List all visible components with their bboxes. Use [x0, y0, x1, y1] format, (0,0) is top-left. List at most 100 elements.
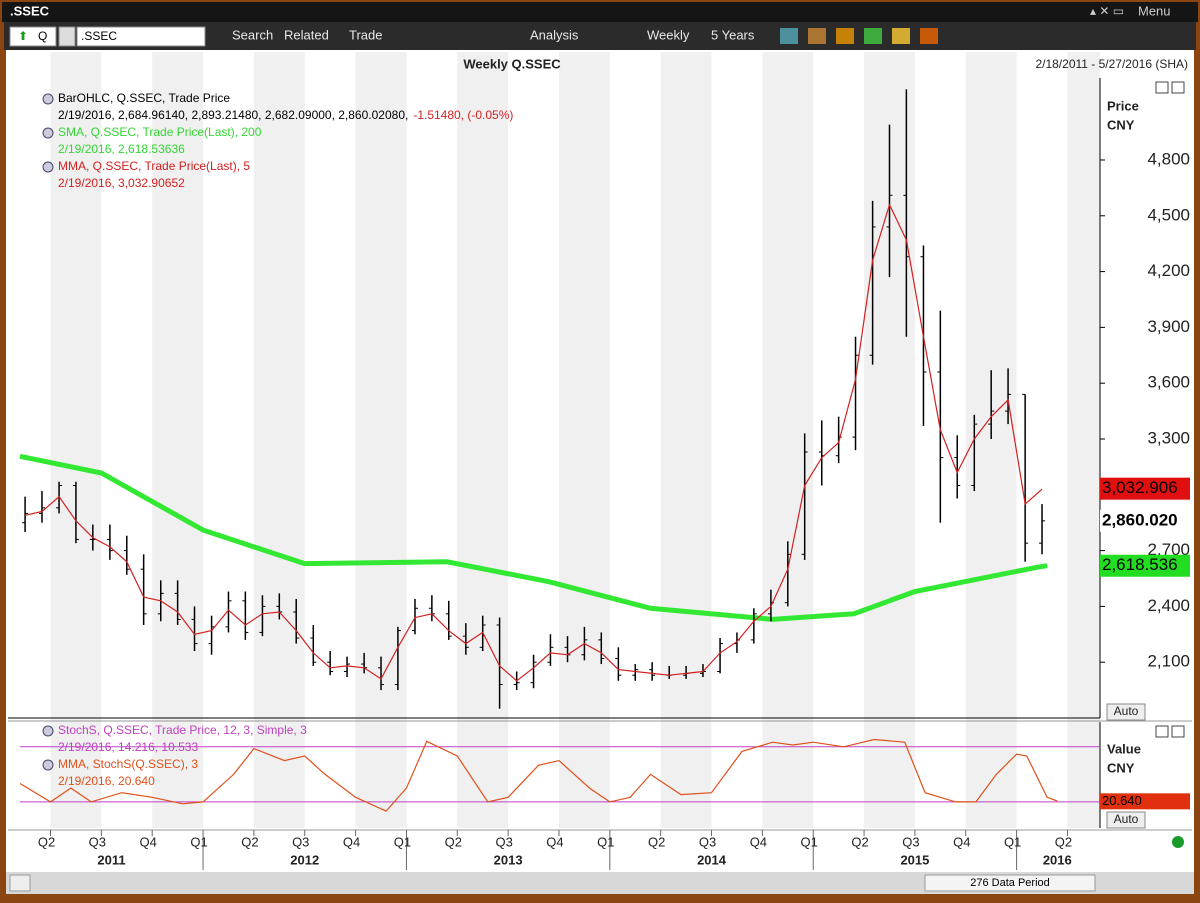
legend-clock	[42, 759, 54, 771]
x-tick-label: Q1	[190, 834, 207, 849]
y-tick-label: 4,800	[1147, 149, 1190, 168]
legend-text: -1.51480, (-0.05%)	[413, 108, 513, 122]
legend-text: 2/19/2016, 3,032.90652	[58, 176, 185, 190]
panel-icon[interactable]	[1155, 725, 1169, 738]
toolbar-icon[interactable]	[892, 28, 910, 44]
quarter-band	[1067, 52, 1100, 828]
legend-text: SMA, Q.SSEC, Trade Price(Last), 200	[58, 125, 262, 139]
legend-clock	[42, 127, 54, 139]
symbol-input[interactable]	[76, 26, 206, 47]
x-tick-label: Q1	[801, 834, 818, 849]
toolbar-icon[interactable]	[780, 28, 798, 44]
toolbar-icon[interactable]	[808, 28, 826, 44]
last-value-label: 3,032.906	[1102, 478, 1178, 497]
quarter-band	[355, 52, 407, 828]
quarter-band	[457, 52, 509, 828]
status-dot	[1172, 836, 1184, 848]
quarter-band	[660, 52, 712, 828]
year-label: 2013	[494, 852, 523, 867]
data-period: 276 Data Period	[970, 877, 1050, 889]
mma-line	[24, 202, 1043, 682]
menu-button[interactable]: Menu	[1138, 3, 1171, 18]
quarter-band	[50, 52, 102, 828]
y-axis-label: CNY	[1107, 117, 1135, 132]
year-label: 2012	[290, 852, 319, 867]
last-value-box	[1100, 793, 1190, 810]
legend-text: 2/19/2016, 2,618.53636	[58, 142, 185, 156]
toolbar-button[interactable]: Related	[284, 27, 329, 42]
stoch-line	[19, 738, 1058, 812]
x-tick-label: Q1	[1004, 834, 1021, 849]
date-range: 2/18/2011 - 5/27/2016 (SHA)	[1035, 57, 1188, 71]
x-tick-label: Q4	[140, 834, 157, 849]
y-tick-label: 2,700	[1147, 540, 1190, 559]
toolbar-icon[interactable]	[864, 28, 882, 44]
x-tick-label: Q2	[241, 834, 258, 849]
quarter-band	[558, 52, 610, 828]
legend-text: MMA, Q.SSEC, Trade Price(Last), 5	[58, 159, 250, 173]
toolbar-button[interactable]: Weekly	[647, 27, 690, 42]
y-axis-label: CNY	[1107, 760, 1135, 775]
y-tick-label: 4,500	[1147, 205, 1190, 224]
legend-clock	[42, 725, 54, 737]
last-value-label: 2,618.536	[1102, 555, 1178, 574]
toolbar-button[interactable]: Search	[232, 27, 273, 42]
y-tick-label: 3,900	[1147, 317, 1190, 336]
scroll-thumb[interactable]	[924, 874, 1096, 892]
x-tick-label: Q1	[597, 834, 614, 849]
symbol-prefix: Q	[38, 29, 47, 43]
y-tick-label: 3,300	[1147, 428, 1190, 447]
y-tick-label: 2,400	[1147, 596, 1190, 615]
quarter-band	[253, 52, 305, 828]
scrollbar[interactable]	[6, 872, 1194, 894]
last-value-label: 20.640	[1102, 793, 1142, 808]
sma-line	[19, 453, 1048, 622]
year-label: 2016	[1043, 852, 1072, 867]
legend-text: StochS, Q.SSEC, Trade Price, 12, 3, Simp…	[58, 723, 307, 737]
symbol-prefix-box[interactable]	[9, 26, 57, 47]
panel-icon[interactable]	[1171, 81, 1185, 94]
plot: Weekly Q.SSEC 2/18/2011 - 5/27/2016 (SHA)…	[8, 56, 1192, 870]
x-tick-label: Q4	[953, 834, 970, 849]
year-label: 2011	[97, 852, 125, 867]
last-value-box	[1100, 554, 1190, 577]
x-tick-label: Q3	[292, 834, 309, 849]
y-tick-label: 4,200	[1147, 261, 1190, 280]
x-tick-label: Q2	[445, 834, 462, 849]
last-value-box	[1100, 509, 1190, 532]
scroll-start[interactable]	[9, 874, 31, 892]
toolbar-icon[interactable]	[836, 28, 854, 44]
y-tick-label: 2,100	[1147, 652, 1190, 671]
x-tick-label: Q2	[38, 834, 55, 849]
toolbar-button[interactable]: 5 Years	[711, 27, 755, 42]
toolbar-buttons: Search Related Trade Analysis Weekly 5 Years	[232, 27, 938, 44]
scale-mode: Auto	[1114, 704, 1139, 718]
last-value-box	[1100, 477, 1190, 500]
x-tick-label: Q1	[394, 834, 411, 849]
quarter-band	[762, 52, 814, 828]
legend-clock	[42, 93, 54, 105]
legend-clock	[42, 161, 54, 173]
title-bar	[2, 2, 1198, 22]
chart-title: Weekly Q.SSEC	[463, 56, 561, 71]
legend-text: BarOHLC, Q.SSEC, Trade Price	[58, 91, 230, 105]
toolbar-icon[interactable]	[920, 28, 938, 44]
y-tick-label: 3,600	[1147, 373, 1190, 392]
symbol: .SSEC	[81, 29, 117, 43]
panel-icon[interactable]	[1171, 725, 1185, 738]
x-tick-label: Q2	[648, 834, 665, 849]
last-value-label: 2,860.020	[1102, 510, 1178, 529]
x-tick-label: Q3	[902, 834, 919, 849]
x-tick-label: Q3	[89, 834, 106, 849]
window-controls[interactable]: ▴ ✕ ▭	[1090, 4, 1124, 18]
toolbar-button[interactable]: Analysis	[530, 27, 579, 42]
scale-mode-box[interactable]	[1106, 703, 1146, 721]
x-tick-label: Q3	[495, 834, 512, 849]
scale-mode-box[interactable]	[1106, 811, 1146, 829]
up-arrow: ⬆	[18, 29, 28, 43]
panel-icon[interactable]	[1155, 81, 1169, 94]
toolbar-button[interactable]: Trade	[349, 27, 382, 42]
dropdown[interactable]	[58, 26, 76, 47]
legend-text: 2/19/2016, 20.640	[58, 774, 155, 788]
